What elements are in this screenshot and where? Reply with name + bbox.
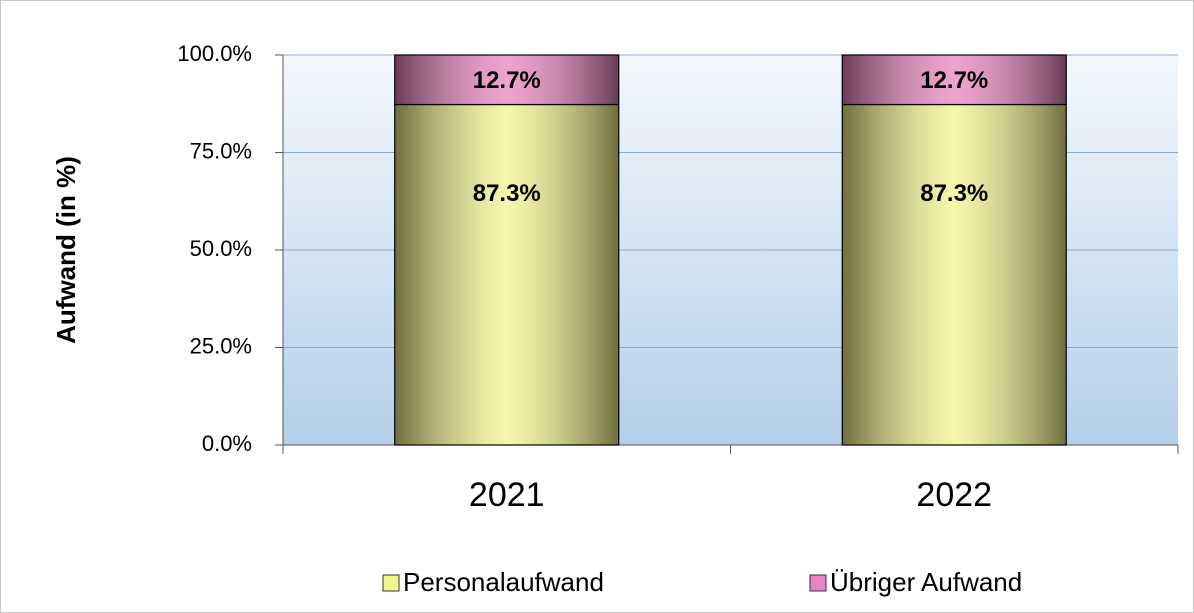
legend-swatch [809,574,827,592]
data-label: 87.3% [473,180,541,207]
x-tick-label: 2022 [916,476,992,514]
legend-label: Personalaufwand [403,567,604,597]
bar-shade [841,103,1067,446]
data-label: 87.3% [920,180,988,207]
bar-shade [394,103,620,446]
y-tick-label: 25.0% [190,333,252,358]
y-tick-label: 100.0% [177,41,252,66]
legend-label: Übriger Aufwand [830,567,1022,597]
legend-swatch [382,574,400,592]
y-tick-label: 0.0% [202,431,252,456]
data-label: 12.7% [473,67,541,94]
y-tick-label: 75.0% [190,138,252,163]
x-tick-label: 2021 [469,476,545,514]
data-label: 12.7% [920,67,988,94]
bar-shade [841,54,1067,106]
y-axis-label: Aufwand (in %) [51,156,81,344]
y-tick-label: 50.0% [190,236,252,261]
bar-shade [394,54,620,106]
